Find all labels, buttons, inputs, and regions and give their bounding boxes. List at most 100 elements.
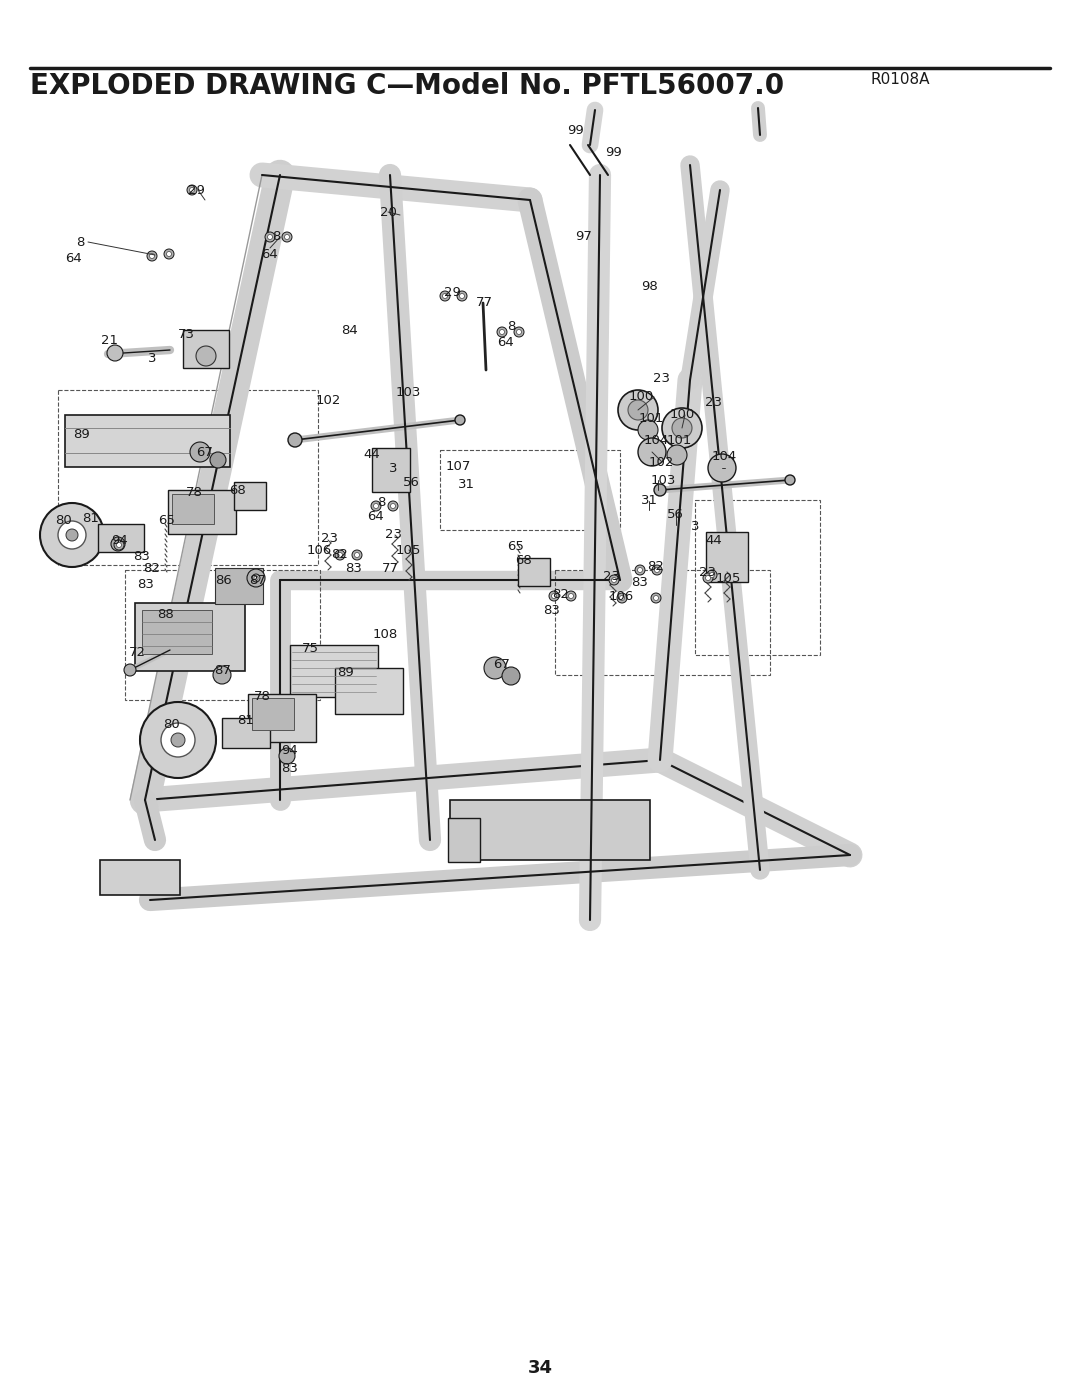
- Text: 104: 104: [644, 433, 669, 447]
- Circle shape: [288, 433, 302, 447]
- Text: 81: 81: [82, 513, 99, 525]
- Bar: [168, 490, 237, 534]
- Circle shape: [279, 747, 295, 764]
- Circle shape: [638, 420, 658, 440]
- Text: 103: 103: [650, 474, 676, 486]
- Text: 103: 103: [395, 387, 421, 400]
- Bar: [372, 448, 410, 492]
- Circle shape: [335, 550, 345, 560]
- Circle shape: [637, 567, 643, 573]
- Bar: [65, 415, 230, 467]
- Circle shape: [374, 503, 378, 509]
- Circle shape: [705, 576, 711, 581]
- Text: 8: 8: [76, 236, 84, 249]
- Text: 82: 82: [553, 588, 569, 601]
- Circle shape: [187, 184, 197, 196]
- Circle shape: [516, 330, 522, 334]
- Text: 31: 31: [640, 495, 658, 507]
- Circle shape: [111, 536, 125, 550]
- Text: 105: 105: [715, 571, 741, 584]
- Circle shape: [662, 408, 702, 448]
- Text: 88: 88: [157, 608, 174, 620]
- Text: 101: 101: [638, 412, 664, 425]
- Text: 20: 20: [379, 205, 396, 218]
- Circle shape: [210, 453, 226, 468]
- Text: 100: 100: [629, 391, 653, 404]
- Circle shape: [552, 594, 556, 598]
- Text: 98: 98: [640, 279, 658, 292]
- Text: 67: 67: [197, 446, 214, 458]
- Circle shape: [140, 703, 216, 778]
- Circle shape: [568, 594, 573, 598]
- Circle shape: [161, 724, 195, 757]
- Text: 83: 83: [282, 761, 298, 774]
- Circle shape: [638, 439, 666, 467]
- Circle shape: [265, 232, 275, 242]
- Text: 23: 23: [699, 566, 715, 578]
- Circle shape: [190, 441, 210, 462]
- Text: 31: 31: [458, 478, 474, 490]
- Text: 64: 64: [367, 510, 384, 522]
- Text: 84: 84: [341, 324, 359, 337]
- Text: 8: 8: [377, 496, 386, 509]
- Circle shape: [372, 502, 381, 511]
- Text: 80: 80: [55, 514, 71, 528]
- Circle shape: [785, 475, 795, 485]
- Bar: [222, 718, 270, 747]
- Circle shape: [443, 293, 447, 299]
- Text: 75: 75: [301, 641, 319, 655]
- Circle shape: [107, 345, 123, 360]
- Text: 82: 82: [332, 548, 349, 560]
- Bar: [141, 610, 212, 654]
- Text: 65: 65: [508, 539, 525, 552]
- Bar: [696, 500, 820, 655]
- Text: 101: 101: [666, 434, 691, 447]
- Text: 97: 97: [576, 231, 593, 243]
- Text: 78: 78: [186, 486, 202, 500]
- Bar: [125, 570, 320, 700]
- Circle shape: [254, 576, 258, 580]
- Text: 106: 106: [608, 590, 634, 602]
- Text: 99: 99: [568, 123, 584, 137]
- Circle shape: [117, 542, 121, 548]
- Circle shape: [617, 592, 627, 604]
- Circle shape: [703, 573, 713, 583]
- Text: 108: 108: [373, 627, 397, 640]
- Text: 56: 56: [666, 507, 684, 521]
- Circle shape: [40, 503, 104, 567]
- Circle shape: [672, 418, 692, 439]
- Circle shape: [284, 235, 289, 239]
- Circle shape: [166, 251, 172, 257]
- Bar: [248, 694, 316, 742]
- Circle shape: [352, 550, 362, 560]
- Circle shape: [653, 595, 659, 601]
- Text: 83: 83: [543, 605, 561, 617]
- Circle shape: [497, 327, 507, 337]
- Bar: [135, 604, 245, 671]
- Text: 3: 3: [389, 461, 397, 475]
- Circle shape: [455, 415, 465, 425]
- Text: 44: 44: [364, 448, 380, 461]
- Circle shape: [651, 592, 661, 604]
- Circle shape: [654, 567, 660, 573]
- Text: 23: 23: [384, 528, 402, 541]
- Bar: [450, 800, 650, 861]
- Text: 105: 105: [395, 543, 421, 556]
- Text: 82: 82: [648, 560, 664, 573]
- Circle shape: [707, 570, 717, 580]
- Text: 80: 80: [164, 718, 180, 731]
- Text: 73: 73: [177, 328, 194, 341]
- Text: 100: 100: [670, 408, 694, 422]
- Circle shape: [652, 564, 662, 576]
- Text: 86: 86: [216, 574, 232, 587]
- Text: R0108A: R0108A: [870, 73, 930, 87]
- Text: 83: 83: [137, 578, 154, 591]
- Bar: [335, 668, 403, 714]
- Circle shape: [164, 249, 174, 258]
- Text: 68: 68: [515, 555, 532, 567]
- Text: 87: 87: [215, 664, 231, 676]
- Text: 83: 83: [134, 550, 150, 563]
- Circle shape: [268, 235, 272, 239]
- Text: 102: 102: [315, 394, 340, 407]
- Text: 64: 64: [498, 335, 514, 348]
